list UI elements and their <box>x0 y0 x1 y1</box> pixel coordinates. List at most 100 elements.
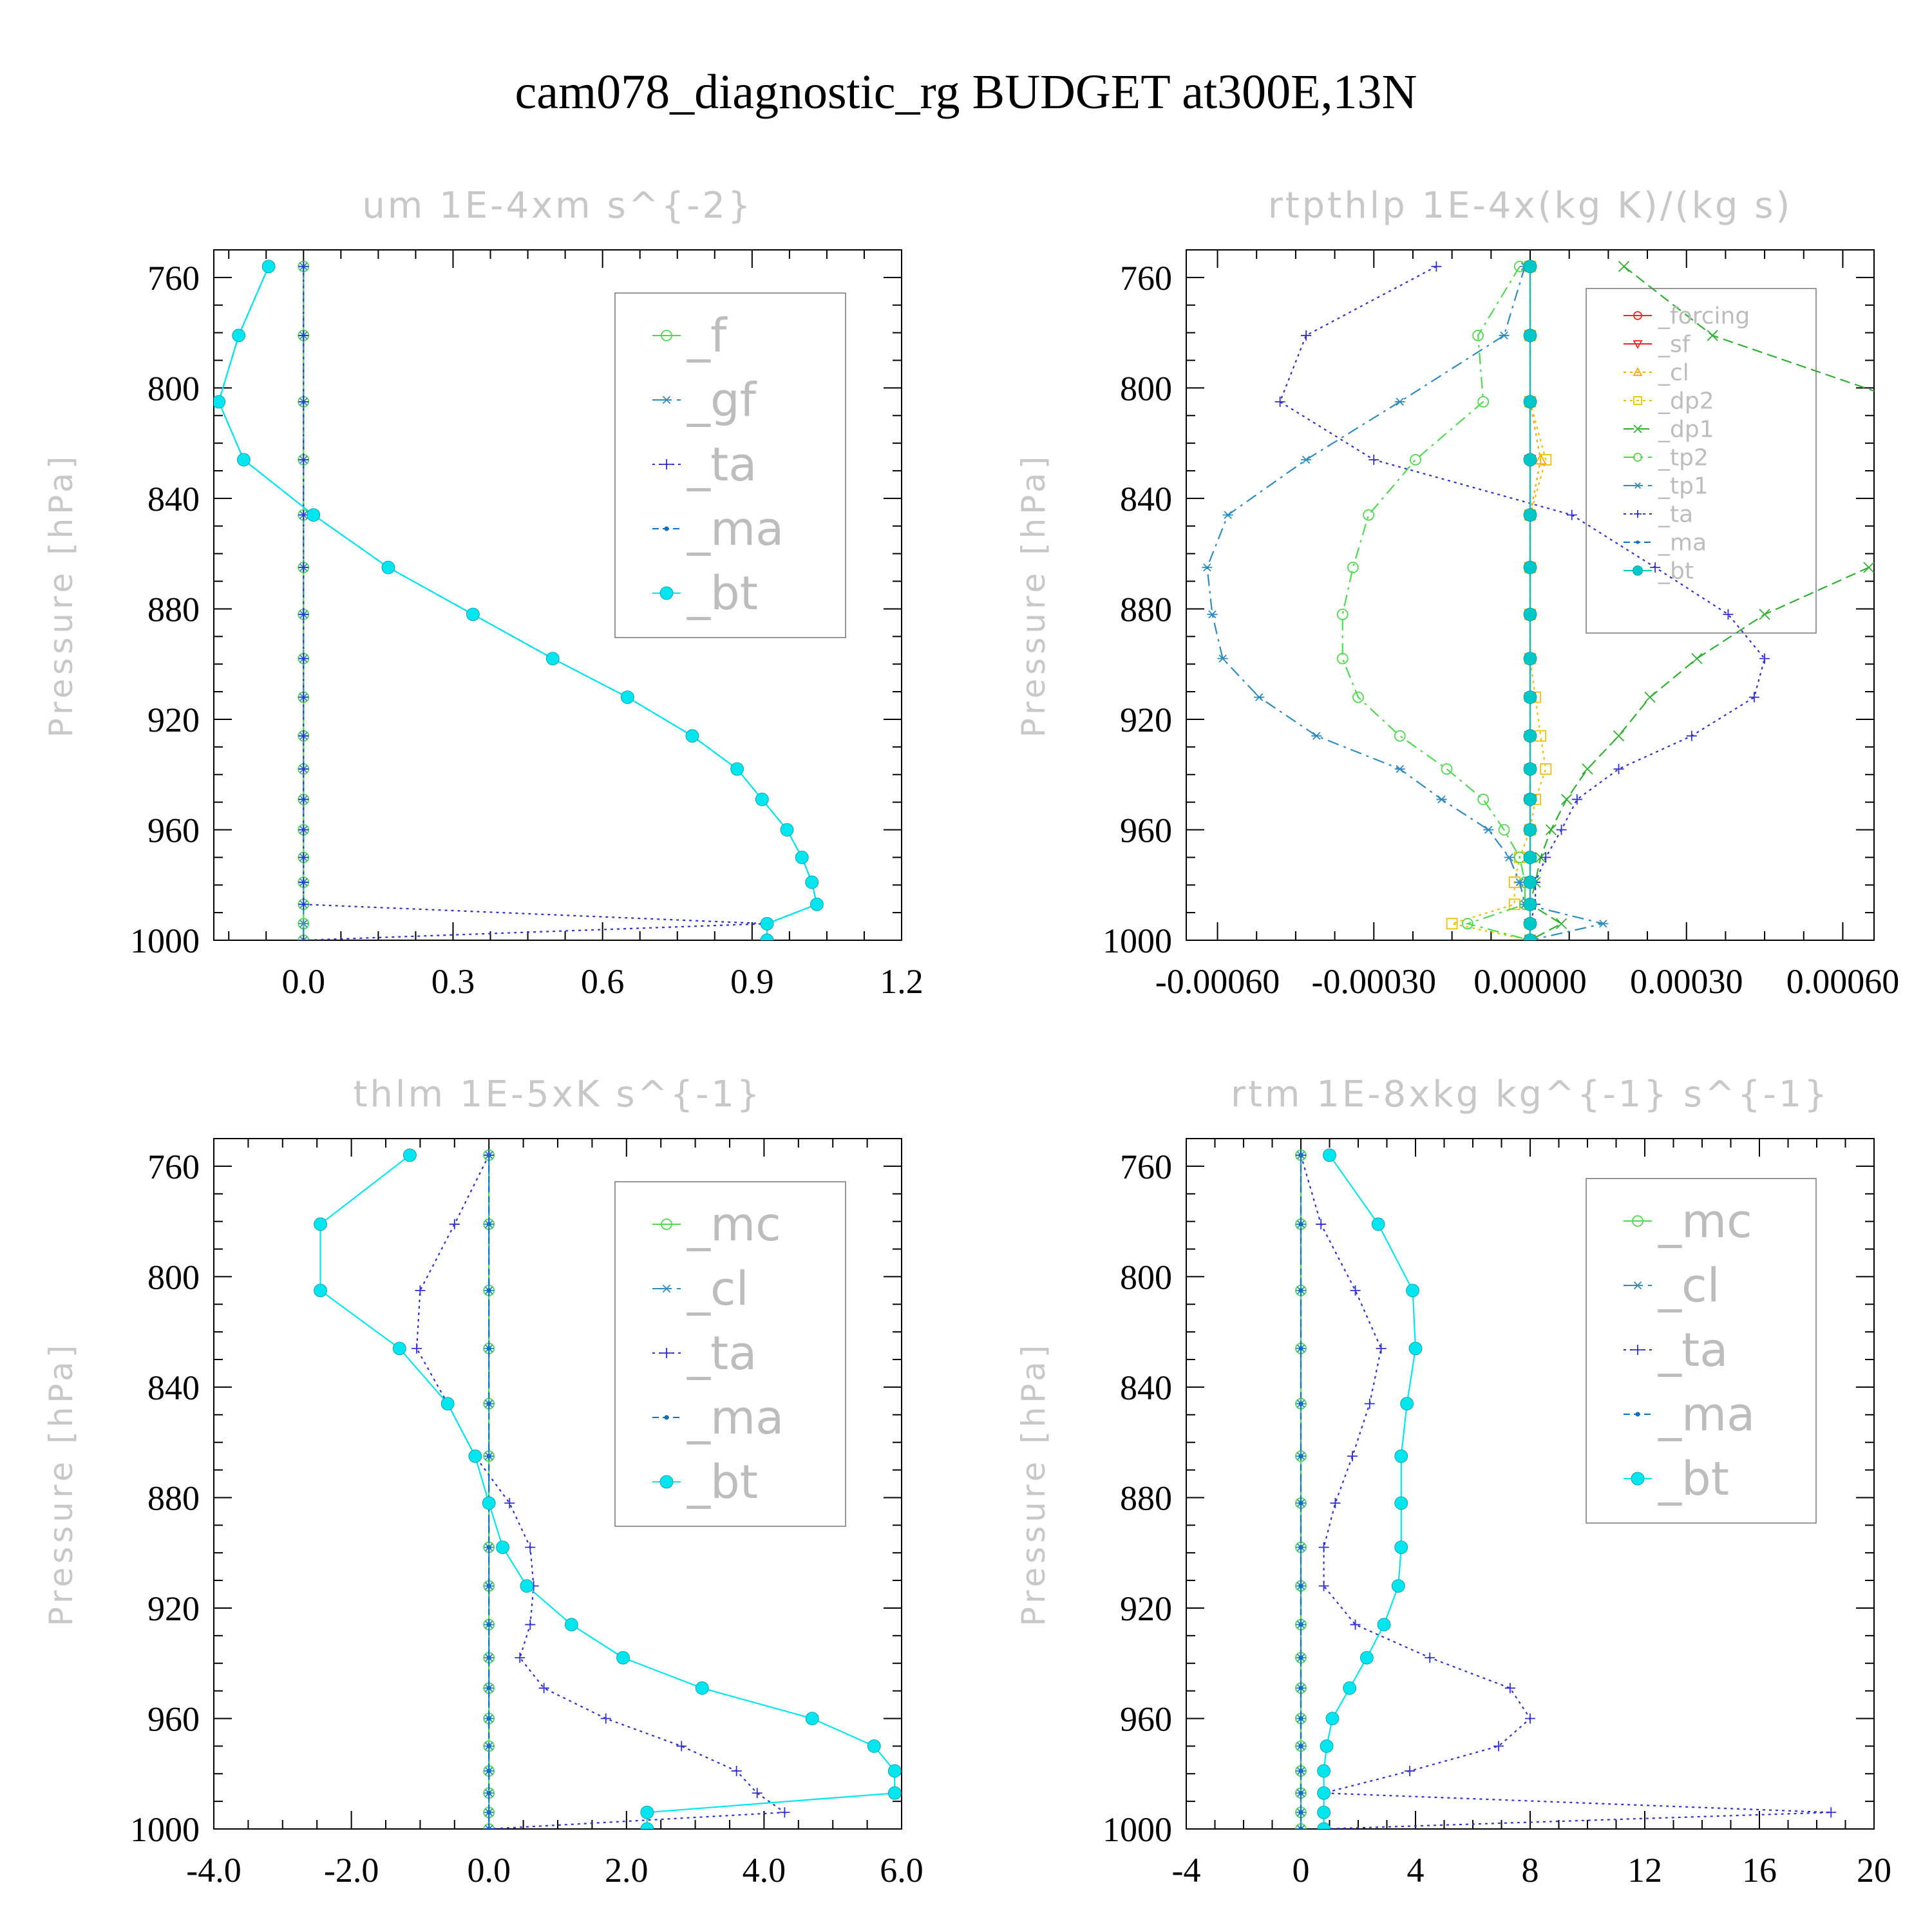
data-point <box>620 690 634 705</box>
legend-label: _ma <box>687 1390 784 1444</box>
data-point <box>1320 1739 1334 1753</box>
legend-marker <box>1636 540 1640 544</box>
data-point <box>1425 1653 1435 1663</box>
data-point <box>1686 730 1697 741</box>
data-point <box>1582 763 1593 775</box>
data-point <box>298 609 309 620</box>
data-point <box>298 261 309 272</box>
data-point <box>1350 1619 1361 1630</box>
series-tp2 <box>1336 260 1536 940</box>
data-point <box>564 1618 578 1632</box>
data-point <box>314 1283 327 1298</box>
data-point <box>1446 918 1458 930</box>
plot-frame <box>1186 1138 1875 1830</box>
y-tick-label: 920 <box>147 701 200 739</box>
data-point <box>1394 1540 1408 1555</box>
x-tick-label: 8 <box>1522 1851 1539 1889</box>
data-point <box>1377 1618 1391 1632</box>
data-point <box>695 1681 709 1695</box>
legend-marker <box>661 1348 672 1358</box>
data-point <box>1298 1655 1303 1660</box>
data-point <box>1535 851 1546 863</box>
data-point <box>1523 560 1537 574</box>
legend-label: _sf <box>1658 332 1691 358</box>
data-point <box>1523 897 1537 911</box>
data-point <box>1477 395 1490 408</box>
legend-label: _ma <box>687 502 784 556</box>
legend-item-ta: _ta <box>1624 502 1693 528</box>
legend-box <box>1586 1178 1817 1524</box>
legend-item-mc: _mc <box>652 1197 781 1251</box>
legend-marker <box>661 1284 672 1293</box>
data-point <box>449 1218 460 1229</box>
x-tick-label: 1.2 <box>880 962 923 1001</box>
data-point <box>1298 1768 1303 1774</box>
data-point <box>1298 1401 1303 1406</box>
data-point <box>1504 1683 1515 1694</box>
data-point <box>795 850 809 864</box>
data-point <box>381 560 395 574</box>
data-point <box>1330 1498 1341 1509</box>
data-point <box>298 764 309 775</box>
data-point <box>1254 693 1265 701</box>
legend: _mc _cl _ta _ma _bt <box>1586 1178 1817 1524</box>
y-tick-label: 840 <box>147 480 200 518</box>
plot-area <box>1202 260 1874 940</box>
series-bt <box>1317 1148 1423 1829</box>
series-bt <box>314 1148 902 1829</box>
data-point <box>486 1401 491 1406</box>
x-tick-label: 0 <box>1293 1851 1310 1889</box>
data-point <box>496 1540 509 1555</box>
data-point <box>1222 511 1233 519</box>
series-ta <box>1296 1150 1837 1829</box>
data-point <box>1566 509 1577 520</box>
legend-marker <box>659 586 674 600</box>
data-point <box>486 1810 491 1815</box>
legend-label: _ta <box>687 1326 757 1380</box>
data-point <box>1318 1542 1329 1553</box>
data-point <box>314 1217 327 1231</box>
data-point <box>298 899 309 910</box>
data-point <box>730 762 744 776</box>
x-tick-label: 0.00000 <box>1473 962 1587 1001</box>
plot-frame <box>213 1138 902 1830</box>
data-point <box>887 1786 902 1800</box>
legend-marker <box>1632 1215 1643 1227</box>
data-point <box>1371 1217 1385 1231</box>
data-point <box>298 653 309 664</box>
legend-label: _ma <box>1658 1387 1755 1441</box>
data-point <box>1555 918 1567 929</box>
legend-marker <box>661 459 672 469</box>
legend-item-ma: _ma <box>652 1390 784 1444</box>
data-point <box>1298 1743 1303 1748</box>
data-point <box>1207 610 1218 619</box>
data-point <box>298 454 309 465</box>
data-point <box>1523 395 1537 409</box>
x-tick-label: -0.00060 <box>1155 962 1280 1001</box>
y-tick-label: 880 <box>1120 590 1172 629</box>
y-tick-label: 920 <box>147 1589 200 1628</box>
data-point <box>232 328 246 343</box>
legend-marker <box>1635 1412 1640 1417</box>
data-point <box>1301 330 1312 341</box>
x-tick-label: 0.6 <box>581 962 625 1001</box>
legend-item-gf: _gf <box>652 373 757 427</box>
data-point <box>1723 609 1734 620</box>
data-point <box>298 920 309 928</box>
data-point <box>1408 1341 1423 1356</box>
series-line <box>1449 266 1547 940</box>
data-point <box>1298 1346 1303 1351</box>
legend-marker <box>1633 424 1642 433</box>
y-axis-label: Pressure [hPa] <box>43 1341 80 1627</box>
data-point <box>1523 729 1537 743</box>
data-point <box>1406 1283 1419 1298</box>
legend-label: _cl <box>687 1262 749 1316</box>
data-point <box>1317 1822 1331 1829</box>
data-point <box>261 260 276 274</box>
data-point <box>1523 453 1537 467</box>
data-point <box>1571 794 1582 805</box>
data-point <box>1523 508 1537 522</box>
legend-label: _bt <box>687 1455 758 1509</box>
series-ma <box>486 1153 491 1829</box>
data-point <box>1202 563 1213 572</box>
